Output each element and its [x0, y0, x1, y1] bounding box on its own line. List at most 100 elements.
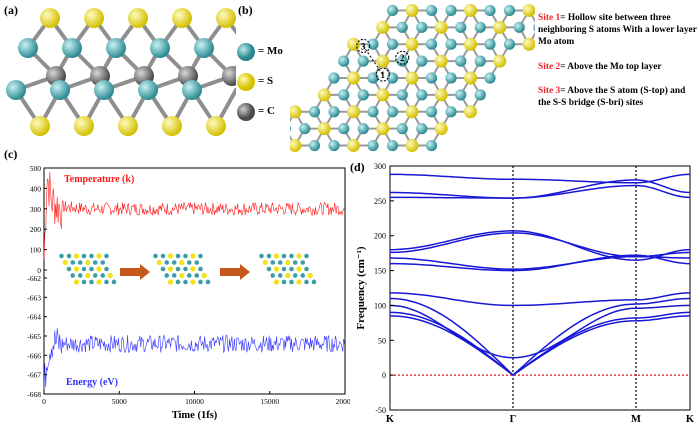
energy-line — [43, 328, 345, 390]
mo-atom — [484, 4, 496, 17]
s-atom — [347, 37, 360, 51]
mo-atom — [106, 38, 126, 58]
mo-atom — [289, 266, 294, 272]
mo-atom — [338, 55, 350, 67]
mo-atom — [425, 106, 438, 118]
y-tick-label: 300 — [374, 162, 386, 171]
s-atom — [464, 71, 477, 85]
mo-atom — [474, 21, 486, 33]
mo-atom — [455, 21, 467, 33]
s-atom — [434, 88, 448, 102]
phonon-branch — [390, 254, 690, 272]
mo-atom — [503, 4, 516, 17]
k-point-label: M — [631, 414, 641, 424]
phonon-branch — [389, 315, 690, 377]
mo-atom — [138, 80, 158, 100]
x-tick-label: 20000 — [336, 397, 350, 406]
mo-atom — [304, 266, 309, 272]
mo-atom-icon — [237, 43, 255, 61]
temperature-tick-label: 100 — [30, 246, 42, 255]
mo-atom — [425, 4, 438, 17]
mo-atom — [77, 273, 83, 278]
mo-atom — [277, 260, 283, 265]
phonon-branch — [390, 292, 690, 307]
y-tick-label: 200 — [374, 232, 386, 241]
energy-tick-label: -665 — [27, 332, 41, 341]
s-atom — [40, 8, 60, 28]
mo-atom — [281, 266, 287, 272]
s-atom — [317, 88, 331, 102]
mo-atom — [289, 279, 294, 285]
mo-atom — [281, 253, 287, 259]
mo-atom — [175, 266, 181, 272]
s-atom — [162, 116, 182, 136]
y-tick-label: 0 — [382, 371, 386, 380]
s-atom — [290, 105, 302, 119]
site-descriptions: Site 1= Hollow site between three neighb… — [538, 12, 698, 109]
s-atom — [317, 122, 331, 136]
temperature-tick-label: 200 — [30, 225, 42, 234]
mo-atom — [386, 4, 399, 17]
s-atom — [273, 253, 280, 259]
temperature-tick-label: 0 — [37, 266, 41, 275]
s-atom — [464, 105, 477, 119]
phonon-branch — [390, 184, 691, 199]
mo-atom — [183, 279, 188, 285]
mo-atom — [357, 123, 369, 135]
mo-atom — [308, 106, 321, 118]
mo-atom — [386, 106, 399, 118]
legend-label-s: = S — [258, 75, 274, 87]
energy-tick-label: -668 — [27, 390, 41, 399]
s-atom — [405, 71, 419, 85]
mo-atom — [183, 253, 188, 259]
panel-label-b: (b) — [238, 3, 253, 17]
mo-atom — [277, 273, 283, 278]
mo-atom — [89, 279, 94, 285]
s-atom — [62, 259, 68, 266]
energy-tick-label: -662 — [27, 274, 41, 283]
s-atom — [405, 37, 419, 51]
site-3-number: 3 — [361, 41, 366, 51]
mo-atom — [367, 72, 379, 84]
mo-atom — [445, 38, 457, 50]
s-atom — [206, 116, 226, 136]
s-atom — [273, 266, 280, 272]
mo-atom — [100, 260, 106, 265]
s-atom — [190, 279, 196, 285]
site-1-text: = Hollow site between three neighboring … — [538, 13, 697, 47]
mo-atom — [182, 80, 202, 100]
temperature-tick-label: 500 — [30, 164, 42, 173]
plot-frame — [389, 165, 691, 411]
mo-atom — [186, 260, 192, 265]
mo-atom — [175, 279, 181, 285]
mo-atom — [70, 273, 76, 278]
mo-atom — [416, 123, 428, 135]
s-atom — [96, 253, 102, 259]
s-atom — [376, 54, 390, 68]
mo-atom — [153, 253, 158, 259]
mo-atom — [357, 55, 369, 67]
k-point-label: K — [386, 414, 395, 424]
phonon-branch — [390, 173, 690, 184]
mo-atom — [160, 266, 166, 272]
s-atom — [464, 37, 477, 51]
legend-item-s: = S — [236, 70, 286, 100]
s-atom — [118, 116, 138, 136]
site-2-description: Site 2= Above the Mo top layer — [538, 61, 698, 73]
s-atom — [85, 272, 91, 279]
s-atom — [273, 279, 280, 285]
s-atom — [96, 279, 102, 285]
temperature-tick-label: 300 — [30, 205, 42, 214]
s-atom — [167, 266, 174, 272]
energy-tick-label: -664 — [27, 313, 41, 322]
mo-atom — [175, 253, 181, 259]
s-atom — [434, 20, 448, 34]
mo-atom — [328, 106, 340, 118]
mo-atom — [396, 21, 408, 33]
x-tick-label: 15000 — [260, 397, 279, 406]
mo-atom — [104, 253, 109, 259]
s-atom — [347, 71, 360, 85]
phonon-branch — [389, 255, 690, 270]
mo-atom — [328, 72, 340, 84]
s-atom — [167, 253, 174, 259]
